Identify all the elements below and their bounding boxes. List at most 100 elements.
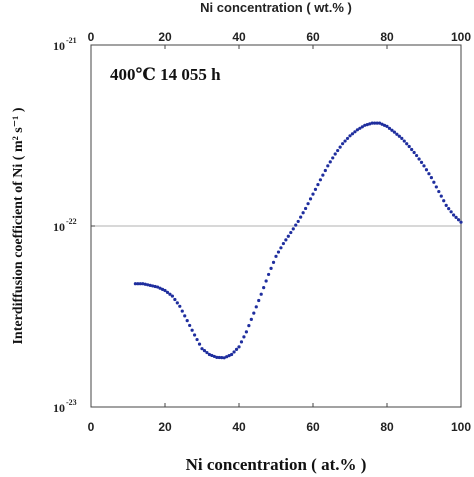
data-point: [136, 282, 140, 286]
bottom-axis-ticks: 0 20 40 60 80 100: [88, 403, 471, 434]
y-tick-label: 10: [53, 220, 65, 234]
data-point: [262, 286, 266, 290]
data-point: [355, 128, 359, 132]
y-axis-title: Interdiffusion coefficient of Ni ( m² s⁻…: [11, 107, 26, 344]
data-point: [311, 192, 315, 196]
y-tick-exponent: -23: [66, 398, 77, 407]
data-point: [400, 136, 404, 140]
data-point: [345, 136, 350, 141]
data-point: [215, 355, 219, 359]
data-point: [257, 298, 261, 303]
data-point: [395, 132, 399, 136]
data-point: [202, 349, 207, 353]
data-point: [417, 157, 421, 161]
data-point: [358, 126, 362, 130]
data-point: [195, 337, 199, 342]
data-point: [230, 352, 234, 357]
data-point: [316, 182, 320, 187]
data-point: [387, 126, 392, 130]
data-point: [432, 180, 436, 184]
data-point: [227, 354, 231, 358]
y-tick-exponent: -22: [66, 217, 77, 226]
data-point: [175, 301, 179, 305]
top-axis-title: Ni concentration ( wt.% ): [200, 0, 352, 15]
data-point: [168, 292, 172, 296]
data-point: [242, 335, 246, 339]
data-point: [442, 199, 446, 203]
data-point: [271, 260, 276, 264]
data-point: [259, 292, 263, 296]
y-tick-label: 10: [53, 39, 65, 53]
data-point: [232, 350, 236, 354]
data-point: [264, 279, 268, 283]
data-point: [153, 284, 157, 289]
data-point: [284, 238, 288, 242]
data-point: [328, 160, 332, 164]
data-point: [296, 219, 300, 224]
data-point: [156, 285, 160, 289]
data-point: [452, 213, 456, 217]
data-point: [301, 211, 305, 215]
data-point: [173, 297, 177, 302]
data-point: [318, 178, 322, 182]
data-point: [165, 290, 170, 294]
top-tick-label: 100: [451, 30, 471, 44]
data-point: [447, 206, 451, 211]
data-point: [397, 134, 401, 138]
data-point: [410, 147, 414, 152]
x-tick-label: 60: [306, 420, 320, 434]
data-point: [336, 148, 340, 153]
data-point: [434, 185, 438, 189]
data-point: [338, 145, 342, 149]
data-point: [365, 122, 369, 127]
x-tick-label: 80: [380, 420, 394, 434]
data-point: [133, 282, 137, 286]
data-point: [200, 347, 204, 351]
x-tick-label: 100: [451, 420, 471, 434]
data-point: [341, 142, 345, 146]
data-point: [348, 134, 352, 138]
data-point: [422, 164, 426, 168]
data-points: [133, 121, 463, 360]
data-point: [343, 139, 347, 143]
data-point: [350, 132, 355, 136]
data-point: [289, 230, 293, 235]
data-point: [299, 215, 303, 219]
data-point: [291, 227, 295, 231]
data-point: [321, 173, 325, 177]
top-tick-label: 20: [158, 30, 172, 44]
data-point: [193, 333, 197, 337]
data-point: [360, 125, 364, 129]
data-point: [197, 342, 202, 346]
data-point: [212, 354, 216, 359]
data-point: [244, 330, 248, 334]
data-point: [373, 121, 377, 125]
data-point: [183, 314, 187, 318]
data-point: [143, 282, 147, 286]
data-point: [415, 153, 419, 158]
data-point: [412, 150, 416, 155]
data-point: [402, 139, 406, 143]
data-point: [304, 206, 308, 211]
data-point: [188, 323, 192, 328]
data-point: [294, 223, 298, 227]
data-point: [424, 168, 429, 172]
data-point: [207, 352, 211, 357]
data-point: [326, 164, 330, 168]
data-point: [331, 156, 335, 160]
data-point: [151, 284, 155, 288]
data-point: [392, 130, 396, 134]
data-point: [308, 197, 313, 201]
x-axis-title: Ni concentration ( at.% ): [186, 455, 367, 474]
x-tick-label: 0: [88, 420, 95, 434]
data-point: [380, 122, 384, 126]
y-tick-exponent: -21: [66, 36, 77, 45]
data-point: [254, 305, 258, 309]
data-point: [378, 121, 382, 125]
data-point: [170, 294, 174, 298]
data-point: [375, 121, 379, 125]
data-point: [279, 246, 283, 250]
data-point: [269, 266, 273, 270]
